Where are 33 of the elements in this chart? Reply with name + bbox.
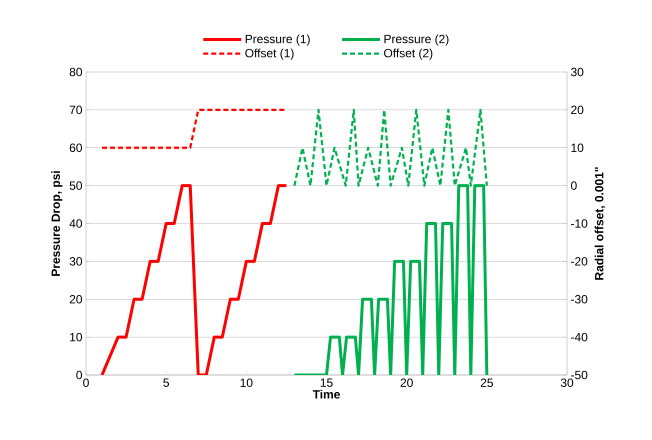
legend-label: Offset (1) bbox=[245, 48, 294, 60]
legend-label: Pressure (2) bbox=[384, 34, 448, 46]
y-tick-label: 50 bbox=[70, 181, 82, 190]
legend-label: Pressure (1) bbox=[246, 34, 310, 46]
y2-tick-label: 10 bbox=[571, 144, 584, 152]
y-tick-label: 0 bbox=[76, 370, 82, 380]
y2-tick-label: 20 bbox=[571, 106, 584, 114]
x-tick-label: 30 bbox=[560, 378, 574, 387]
y2-tick-label: -10 bbox=[571, 219, 588, 228]
x-tick-label: 5 bbox=[163, 378, 169, 387]
x-tick-label: 25 bbox=[480, 378, 493, 387]
legend-label: Offset (2) bbox=[384, 48, 432, 60]
line-series bbox=[100, 184, 288, 375]
y-tick-label: 30 bbox=[70, 257, 82, 266]
y-tick-label: 20 bbox=[70, 295, 82, 304]
y-tick-label: 60 bbox=[70, 144, 82, 152]
y2-axis-title: Radial offset, 0.001" bbox=[594, 167, 606, 280]
y-tick-label: 70 bbox=[70, 106, 82, 114]
y2-tick-label: 0 bbox=[570, 181, 577, 190]
x-tick-label: 0 bbox=[83, 378, 89, 387]
y2-tick-label: -30 bbox=[571, 295, 588, 304]
x-tick-label: 15 bbox=[320, 378, 333, 387]
x-tick-label: 10 bbox=[240, 378, 253, 387]
x-axis-title: Time bbox=[312, 390, 340, 399]
y2-tick-label: -40 bbox=[571, 332, 588, 342]
y2-tick-label: -20 bbox=[571, 257, 588, 266]
y-tick-label: 40 bbox=[69, 219, 82, 228]
x-tick-label: 20 bbox=[400, 378, 413, 387]
y-axis-title: Pressure Drop, psi bbox=[51, 171, 62, 276]
y-tick-label: 10 bbox=[70, 332, 82, 342]
y2-tick-label: -50 bbox=[571, 370, 588, 380]
y-tick-label: 80 bbox=[70, 68, 82, 76]
y2-tick-label: 30 bbox=[570, 68, 584, 76]
